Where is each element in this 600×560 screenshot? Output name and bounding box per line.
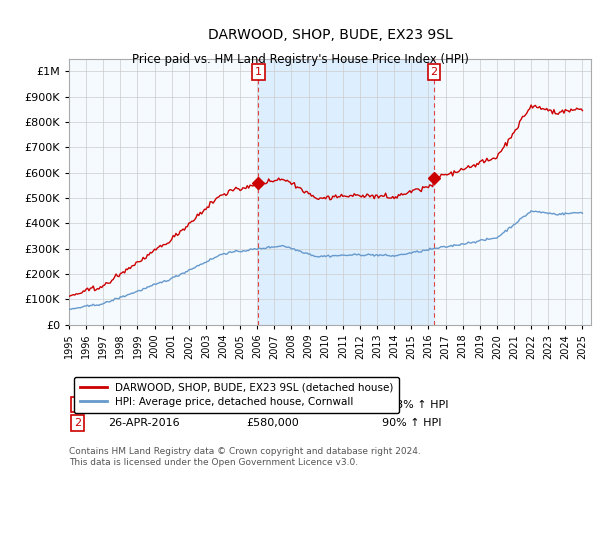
Legend: DARWOOD, SHOP, BUDE, EX23 9SL (detached house), HPI: Average price, detached hou: DARWOOD, SHOP, BUDE, EX23 9SL (detached … bbox=[74, 376, 400, 413]
Title: DARWOOD, SHOP, BUDE, EX23 9SL: DARWOOD, SHOP, BUDE, EX23 9SL bbox=[208, 29, 452, 43]
Bar bbox=[259, 59, 434, 325]
Text: Contains HM Land Registry data © Crown copyright and database right 2024.
This d: Contains HM Land Registry data © Crown c… bbox=[69, 447, 421, 466]
Text: 118% ↑ HPI: 118% ↑ HPI bbox=[382, 400, 449, 409]
Text: Price paid vs. HM Land Registry's House Price Index (HPI): Price paid vs. HM Land Registry's House … bbox=[131, 53, 469, 66]
Text: 90% ↑ HPI: 90% ↑ HPI bbox=[382, 418, 442, 428]
Text: 1: 1 bbox=[255, 67, 262, 77]
Text: £560,000: £560,000 bbox=[247, 400, 299, 409]
Text: 2: 2 bbox=[430, 67, 437, 77]
Text: 1: 1 bbox=[74, 400, 81, 409]
Text: 25-JAN-2006: 25-JAN-2006 bbox=[108, 400, 178, 409]
Text: 26-APR-2016: 26-APR-2016 bbox=[108, 418, 180, 428]
Text: £580,000: £580,000 bbox=[247, 418, 299, 428]
Text: 2: 2 bbox=[74, 418, 82, 428]
